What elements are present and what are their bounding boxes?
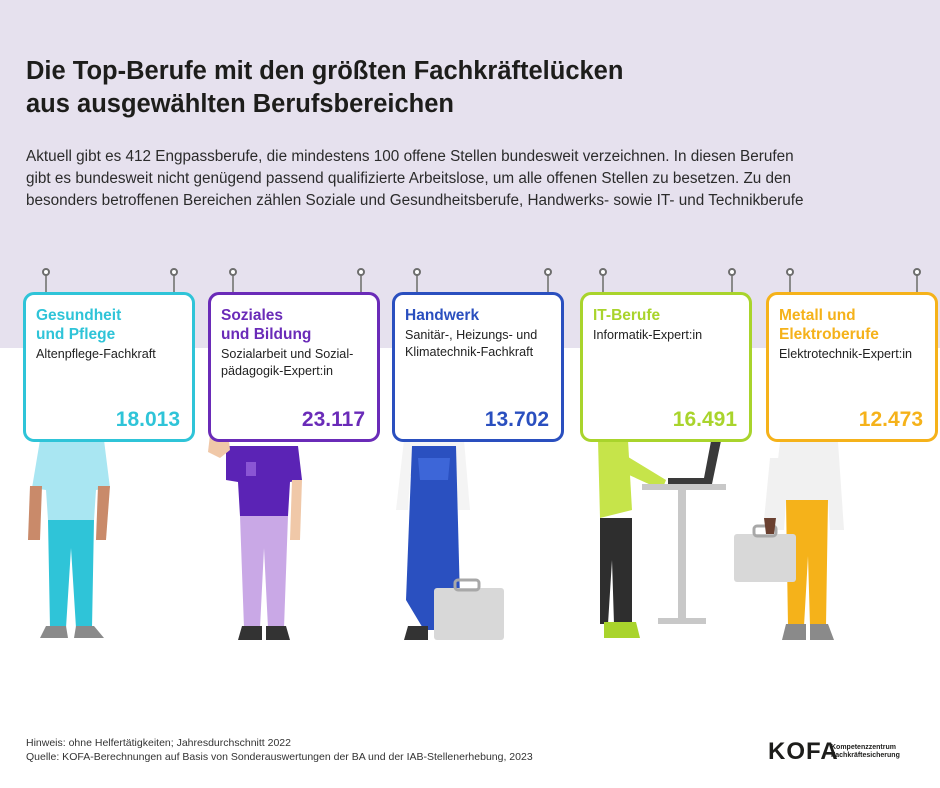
card-value: 23.117	[301, 408, 365, 431]
logo-subtitle-line-1: Kompetenzzentrum	[831, 744, 896, 751]
title-line-1: Die Top-Berufe mit den größten Fachkräft…	[26, 57, 624, 85]
card-value: 12.473	[858, 408, 923, 431]
card-value: 13.702	[484, 408, 549, 431]
hanger-pin	[228, 268, 238, 296]
card-heading-line-1: Handwerk	[405, 307, 480, 324]
card-job-line-1: Altenpflege-Fachkraft	[36, 347, 156, 361]
hanger-pin	[356, 268, 366, 296]
card-job: Elektrotechnik-Expert:in	[779, 346, 925, 363]
hanger-pin	[412, 268, 422, 296]
kofa-logo: KOFA	[768, 738, 839, 765]
header-background	[0, 0, 940, 348]
card-value: 18.013	[115, 408, 180, 431]
hanger-pin	[41, 268, 51, 296]
card-job-line-1: Sanitär-, Heizungs- und	[405, 328, 538, 342]
hanger-pin	[912, 268, 922, 296]
card-heading-line-2: Elektroberufe	[779, 326, 879, 343]
card-job-line-1: Informatik-Expert:in	[593, 328, 703, 342]
card-heading-line-2: und Bildung	[221, 326, 312, 343]
card-job: Sozialarbeit und Sozial-pädagogik-Expert…	[221, 346, 367, 380]
card-heading-line-2: und Pflege	[36, 326, 116, 343]
nurse-figure	[28, 388, 110, 638]
card-heading-line-1: Gesundheit	[36, 307, 122, 324]
hanger-pin	[785, 268, 795, 296]
card-job-line-2: Klimatechnik-Fachkraft	[405, 345, 534, 359]
intro-text: Aktuell gibt es 412 Engpassberufe, die m…	[26, 148, 804, 209]
footnote-hinweis: Hinweis: ohne Helfertätigkeiten; Jahresd…	[26, 737, 291, 749]
card-heading-line-1: IT-Berufe	[593, 307, 661, 324]
footnote-quelle: Quelle: KOFA-Berechnungen auf Basis von …	[26, 751, 533, 763]
card-job-line-1: Sozialarbeit und Sozial-	[221, 347, 354, 361]
card-job-line-1: Elektrotechnik-Expert:in	[779, 347, 912, 361]
card-heading: Gesundheit und Pflege	[36, 306, 182, 344]
page-title: Die Top-Berufe mit den größten Fachkräft…	[26, 55, 826, 121]
card-job: Sanitär-, Heizungs- und Klimatechnik-Fach…	[405, 327, 551, 361]
card-it-berufe: IT-Berufe Informatik-Expert:in 16.491	[580, 292, 752, 442]
card-heading: Handwerk	[405, 306, 551, 325]
hanger-pin	[169, 268, 179, 296]
card-value: 16.491	[672, 408, 737, 431]
kofa-logo-subtitle: Kompetenzzentrum Fachkräftesicherung	[831, 744, 900, 760]
card-heading-line-1: Metall und	[779, 307, 856, 324]
card-job: Altenpflege-Fachkraft	[36, 346, 182, 363]
card-heading: IT-Berufe	[593, 306, 739, 325]
plumber-figure	[396, 390, 504, 640]
card-job-line-2: pädagogik-Expert:in	[221, 364, 334, 378]
hanger-pin	[598, 268, 608, 296]
card-soziales: Soziales und Bildung Sozialarbeit und Soz…	[208, 292, 380, 442]
hanger-pin	[727, 268, 737, 296]
card-job: Informatik-Expert:in	[593, 327, 739, 344]
title-line-2: aus ausgewählten Berufsbereichen	[26, 90, 454, 118]
card-heading: Soziales und Bildung	[221, 306, 367, 344]
card-metall-elektro: Metall und Elektroberufe Elektrotechnik-E…	[766, 292, 938, 442]
hanger-pin	[543, 268, 553, 296]
logo-subtitle-line-2: Fachkräftesicherung	[831, 752, 900, 759]
card-heading-line-1: Soziales	[221, 307, 284, 324]
card-heading: Metall und Elektroberufe	[779, 306, 925, 344]
card-handwerk: Handwerk Sanitär-, Heizungs- und Klimatec…	[392, 292, 564, 442]
card-gesundheit: Gesundheit und Pflege Altenpflege-Fachkra…	[23, 292, 195, 442]
